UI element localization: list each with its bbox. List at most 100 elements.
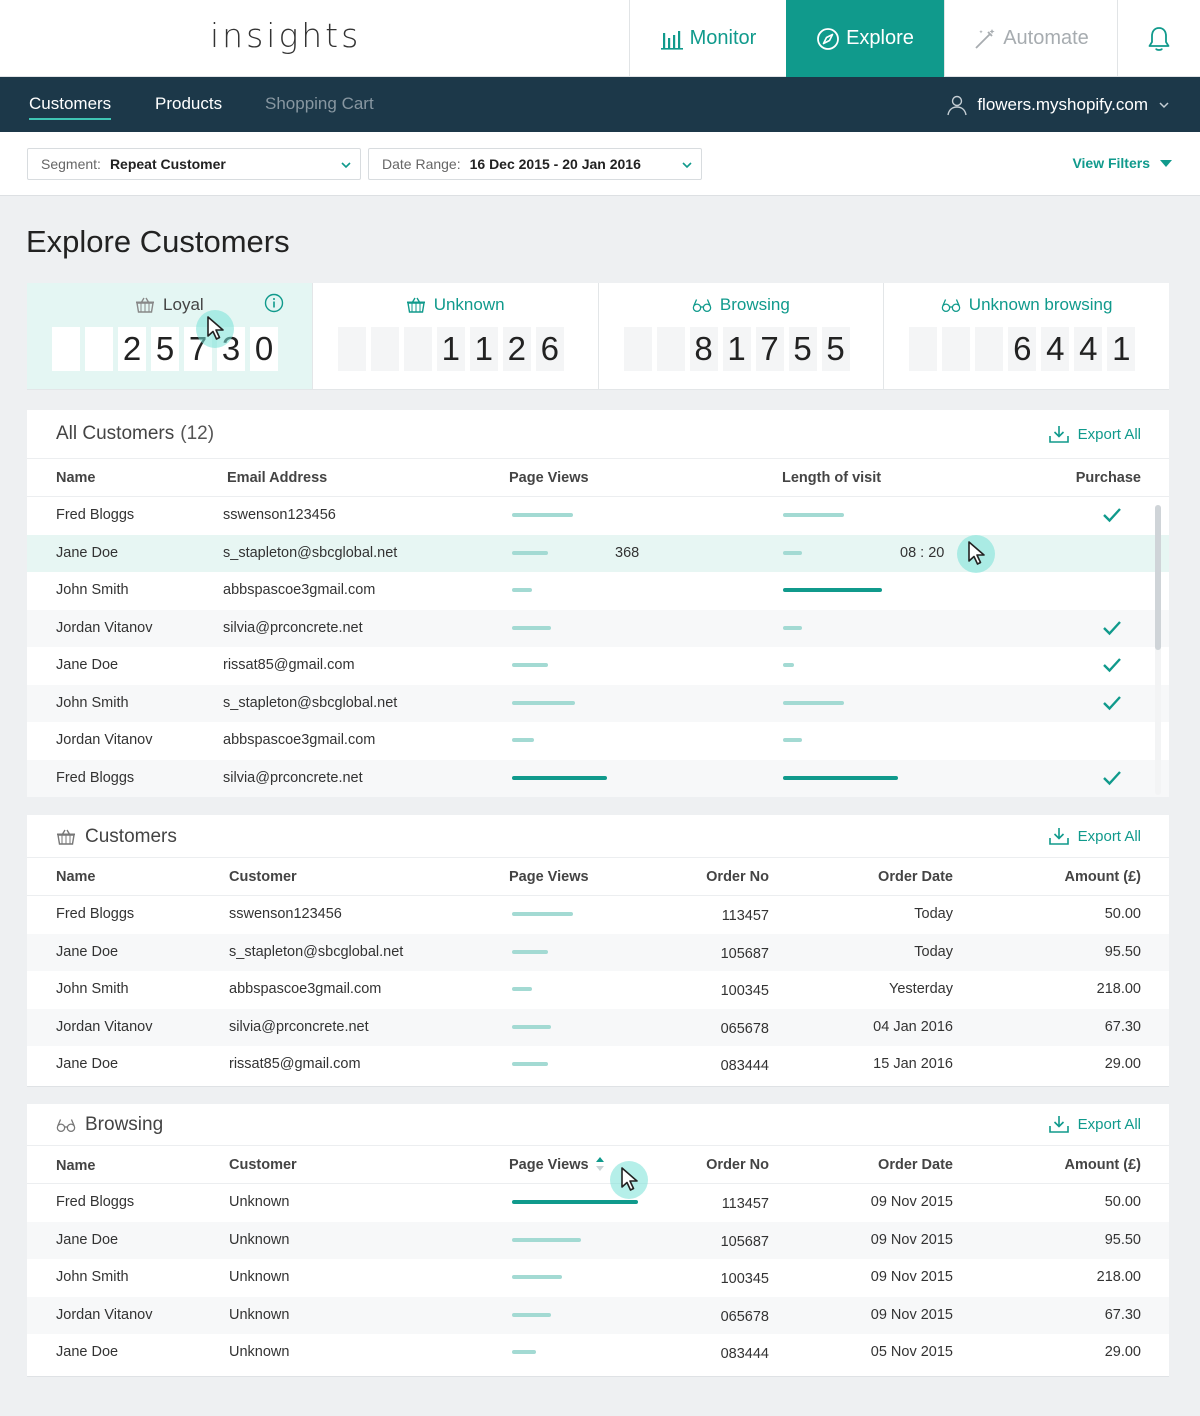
segment-select[interactable]: Segment: Repeat Customer [27, 148, 361, 180]
table-row[interactable]: Jane Doe s_stapleton@sbcglobal.net 105687 T… [27, 933, 1169, 971]
digit [337, 327, 366, 371]
table-row[interactable]: John Smith s_stapleton@sbcglobal.net [27, 684, 1169, 722]
store-selector[interactable]: flowers.myshopify.com [946, 94, 1170, 116]
check-icon [1102, 770, 1122, 786]
digit: 6 [535, 327, 564, 371]
customer-name: Jane Doe [56, 1344, 119, 1360]
digit [942, 327, 971, 371]
customer-name: John Smith [56, 582, 129, 598]
table-row[interactable]: Fred Bloggs silvia@prconcrete.net [27, 759, 1169, 797]
export-all-button[interactable]: Export All [1048, 1114, 1141, 1134]
tab-shopping-cart[interactable]: Shopping Cart [265, 94, 374, 113]
visit-length-value: 08 : 20 [900, 544, 945, 561]
stat-unknown[interactable]: Unknown 1 1 2 6 [311, 283, 598, 389]
column-header[interactable]: Order No [706, 1157, 769, 1173]
visit-length-bar [783, 700, 844, 705]
visit-length-bar [783, 738, 802, 742]
column-header[interactable]: Order Date [878, 869, 953, 885]
column-header[interactable]: Order No [706, 869, 769, 885]
order-date: 15 Jan 2016 [873, 1056, 953, 1072]
column-header[interactable]: Page Views [509, 470, 589, 486]
check-icon [1102, 695, 1122, 711]
stat-unknown-browsing[interactable]: Unknown browsing 6 4 4 1 [883, 283, 1169, 389]
digit [85, 327, 113, 371]
table-row[interactable]: Jane Doe rissat85@gmail.com [27, 647, 1169, 685]
column-header[interactable]: Customer [229, 869, 297, 885]
customer-email: s_stapleton@sbcglobal.net [223, 694, 398, 711]
table-row[interactable]: John Smith Unknown 100345 09 Nov 2015 218.00 [27, 1259, 1169, 1297]
info-icon[interactable] [264, 293, 284, 313]
page-views-bar [512, 663, 548, 667]
stat-label: Loyal [163, 295, 204, 314]
stat-browsing[interactable]: Browsing 8 1 7 5 5 [597, 283, 884, 389]
order-number: 083444 [720, 1058, 769, 1074]
column-header[interactable]: Name [56, 1158, 96, 1174]
visit-length-bar [783, 775, 898, 780]
table-row[interactable]: Fred Bloggs Unknown 113457 09 Nov 2015 50.00 [27, 1184, 1169, 1222]
table-row[interactable]: Fred Bloggs sswenson123456 113457 Today 50.0… [27, 896, 1169, 934]
customer-email: rissat85@gmail.com [223, 657, 355, 673]
column-header[interactable]: Name [56, 869, 96, 885]
page-views-bar [512, 513, 573, 517]
digit: 4 [1074, 327, 1103, 371]
basket-icon [57, 829, 75, 845]
customer-name: Jane Doe [56, 1056, 119, 1072]
table-row[interactable]: John Smith abbspascoe3gmail.com [27, 572, 1169, 610]
page-views-value: 368 [615, 544, 640, 561]
nav-monitor[interactable]: Monitor [629, 0, 786, 77]
order-amount: 67.30 [1104, 1306, 1141, 1323]
customer-id: Unknown [229, 1194, 290, 1210]
table-row[interactable]: Jordan Vitanov abbspascoe3gmail.com [27, 722, 1169, 760]
date-range-select[interactable]: Date Range: 16 Dec 2015 - 20 Jan 2016 [368, 148, 702, 180]
column-header[interactable]: Amount (£) [1064, 1157, 1141, 1173]
stat-label: Browsing [719, 295, 790, 314]
stat-loyal[interactable]: Loyal 2 5 7 3 0 [27, 283, 312, 389]
table-row[interactable]: Jordan Vitanov Unknown 065678 09 Nov 2015 67… [27, 1296, 1169, 1334]
export-all-button[interactable]: Export All [1048, 826, 1141, 846]
column-header[interactable]: Customer [229, 1157, 297, 1173]
column-header[interactable]: Page Views [509, 1157, 589, 1173]
column-header[interactable]: Email Address [227, 470, 328, 486]
table-row[interactable]: Jordan Vitanov silvia@prconcrete.net 06567… [27, 1008, 1169, 1046]
nav-automate[interactable]: Automate [944, 0, 1117, 77]
download-icon [1048, 1116, 1069, 1133]
scrollbar-track[interactable] [1155, 505, 1161, 795]
table-row[interactable]: Fred Bloggs sswenson123456 [27, 497, 1169, 535]
tab-products[interactable]: Products [155, 94, 223, 113]
table-row[interactable]: Jane Doe Unknown 083444 05 Nov 2015 29.00 [27, 1334, 1169, 1372]
sort-icon[interactable] [595, 1156, 605, 1172]
table-row[interactable]: Jane Doe Unknown 105687 09 Nov 2015 95.50 [27, 1221, 1169, 1259]
export-all-button[interactable]: Export All [1048, 424, 1141, 444]
page-views-bar [512, 987, 532, 991]
notifications-button[interactable] [1117, 0, 1200, 77]
column-header[interactable]: Name [56, 470, 96, 486]
customer-name: Jordan Vitanov [56, 619, 153, 636]
column-header[interactable]: Amount (£) [1064, 869, 1141, 885]
bell-icon [1148, 26, 1170, 51]
column-header[interactable]: Length of visit [782, 470, 882, 486]
table-row[interactable]: Jordan Vitanov silvia@prconcrete.net [27, 609, 1169, 647]
table-row[interactable]: Jane Doe rissat85@gmail.com 083444 15 Jan 2… [27, 1046, 1169, 1084]
panel-title: Browsing [56, 1114, 163, 1136]
date-range-label: Date Range: [382, 156, 461, 172]
view-filters-button[interactable]: View Filters [1072, 155, 1172, 171]
order-number: 065678 [720, 1308, 769, 1325]
digit: 1 [436, 327, 465, 371]
digit [909, 327, 938, 371]
scrollbar-thumb[interactable] [1155, 505, 1161, 650]
column-header[interactable]: Order Date [878, 1157, 953, 1173]
order-number: 100345 [720, 983, 769, 999]
digit [975, 327, 1004, 371]
order-number: 113457 [721, 1196, 769, 1212]
table-row[interactable]: Jane Doe s_stapleton@sbcglobal.net 368 08 :… [27, 534, 1169, 572]
nav-explore[interactable]: Explore [786, 0, 944, 77]
digit: 8 [689, 327, 718, 371]
table-row[interactable]: John Smith abbspascoe3gmail.com 100345 Yest… [27, 971, 1169, 1009]
check-icon [1102, 657, 1122, 673]
order-amount: 67.30 [1104, 1018, 1141, 1035]
column-header[interactable]: Page Views [509, 869, 589, 885]
visit-length-bar [783, 513, 844, 517]
column-header[interactable]: Purchase [1075, 470, 1141, 486]
customer-id: s_stapleton@sbcglobal.net [229, 943, 404, 960]
tab-customers[interactable]: Customers [29, 94, 112, 120]
